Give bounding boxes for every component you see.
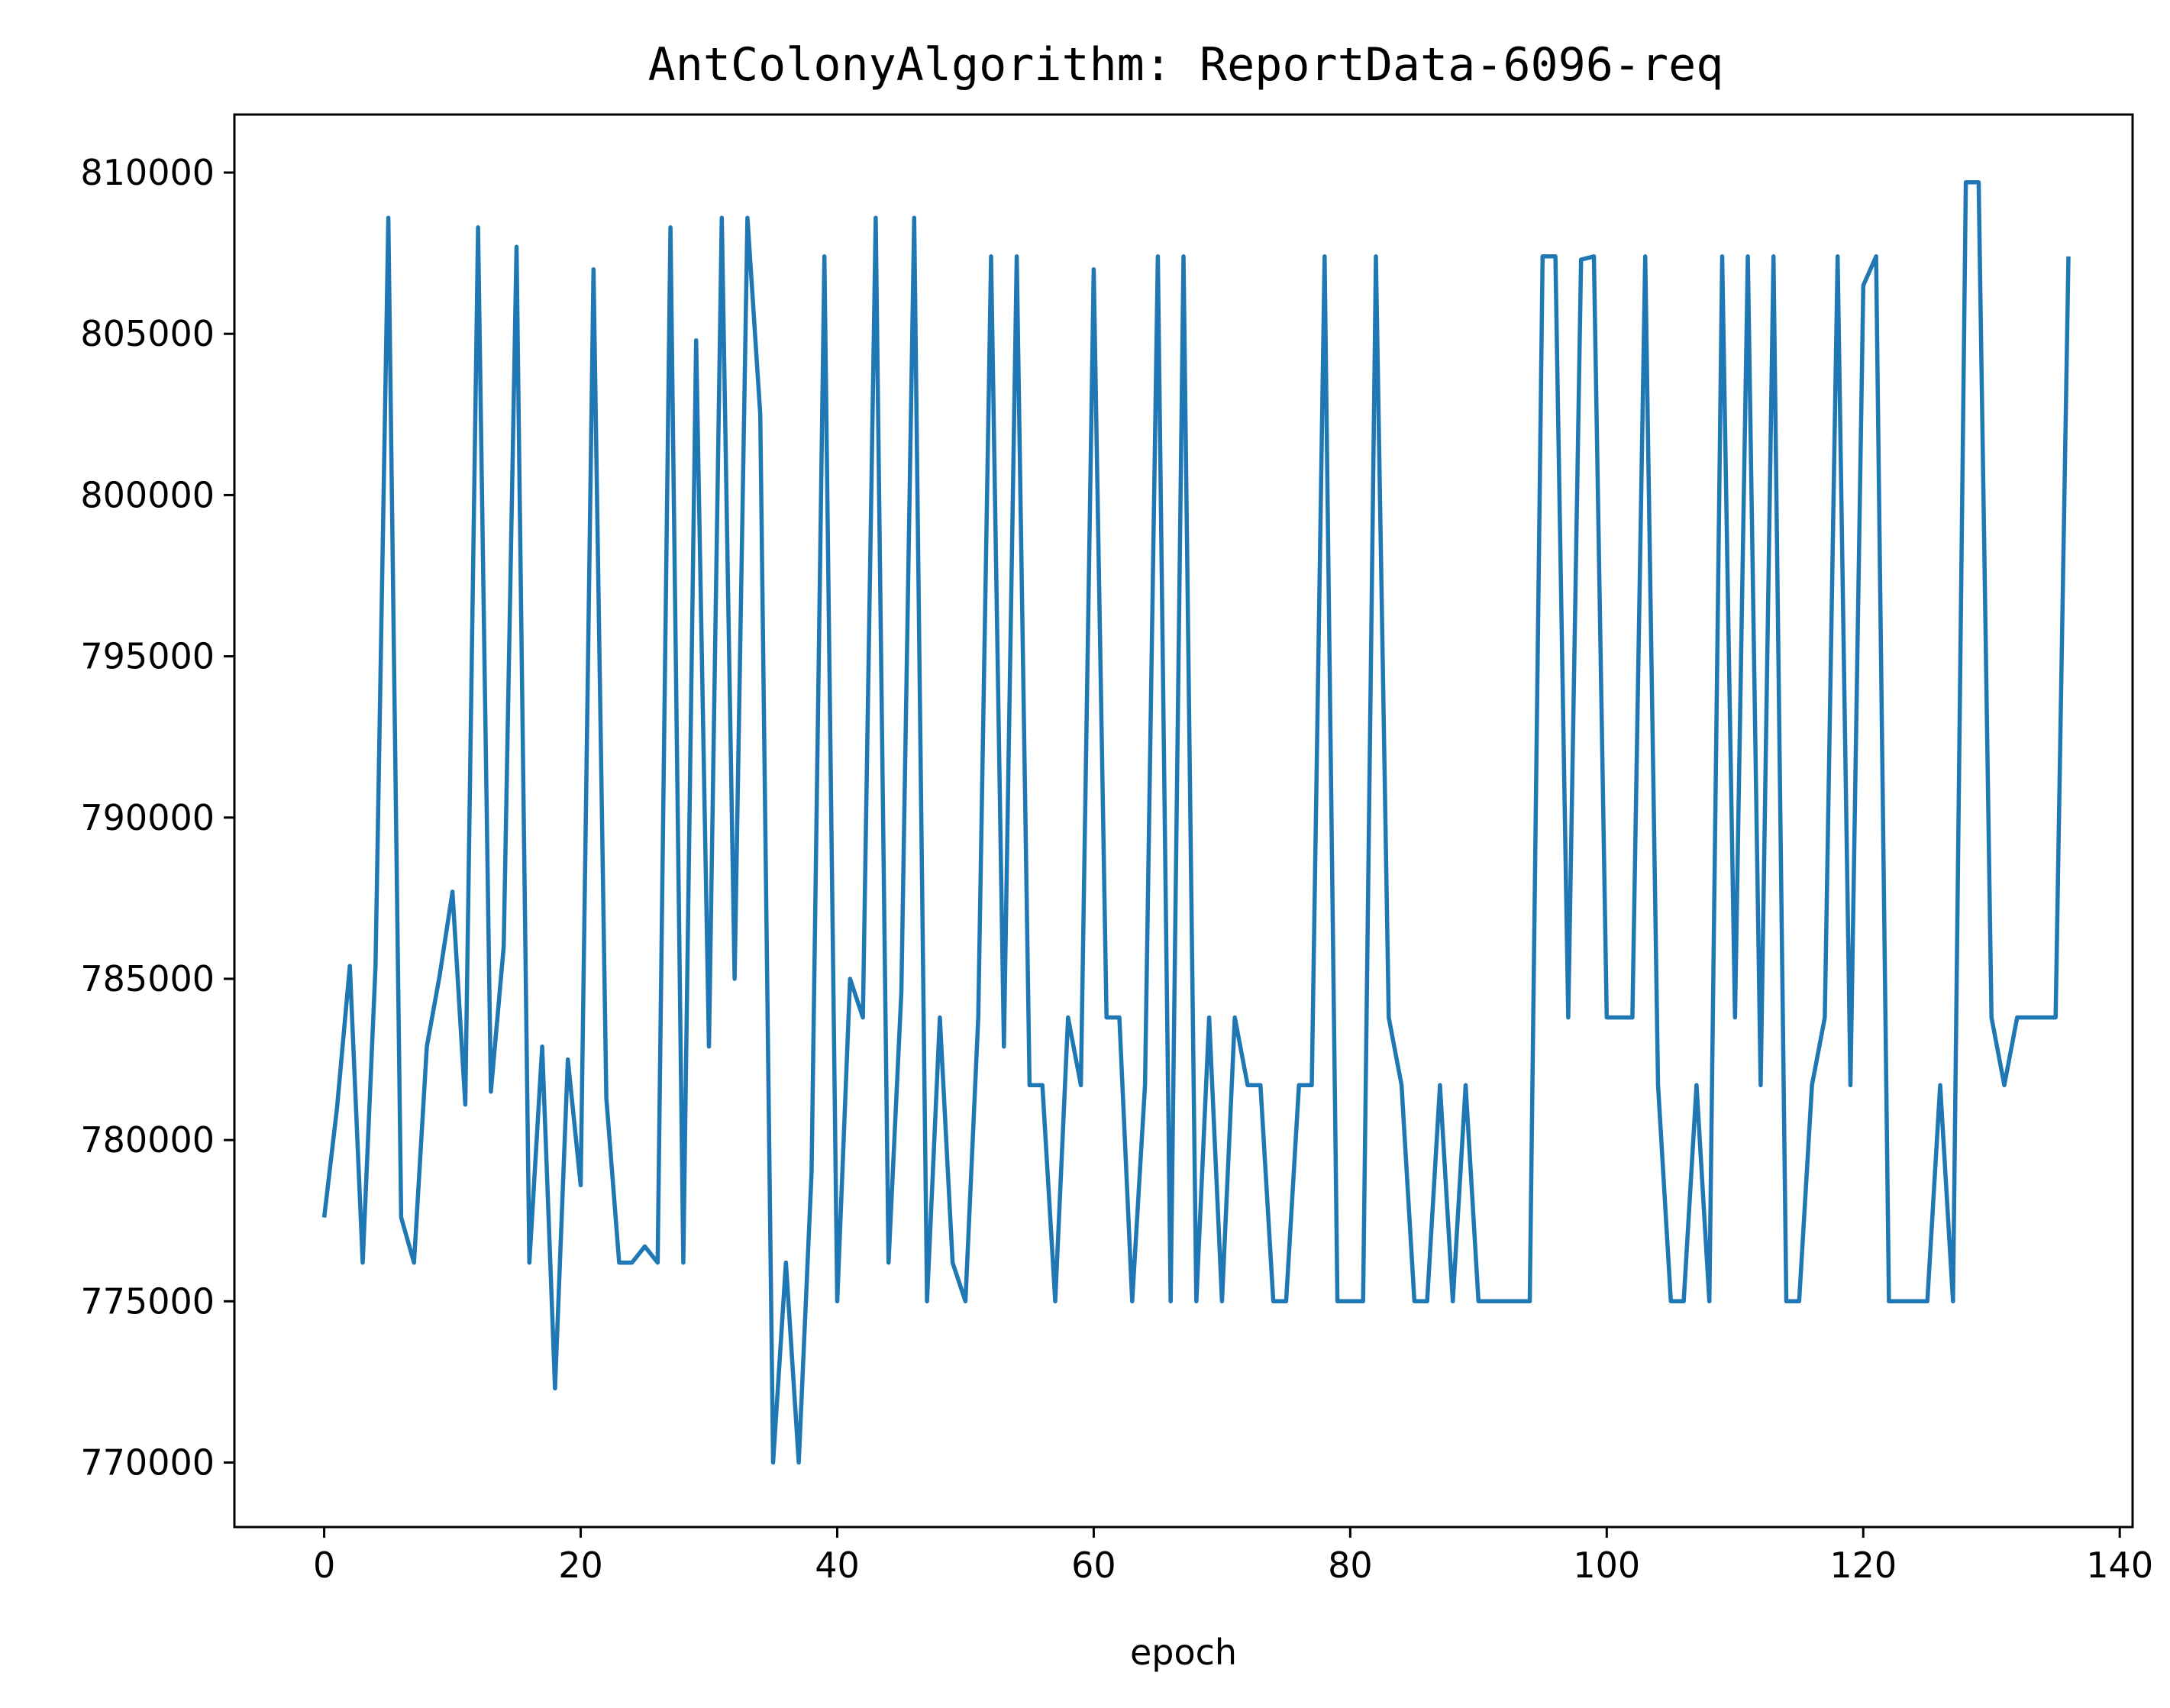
y-tick-label: 770000 bbox=[80, 1442, 215, 1484]
series-layer bbox=[321, 179, 2071, 1465]
plot-area-frame bbox=[233, 113, 2134, 1529]
y-tick-label: 795000 bbox=[80, 636, 215, 677]
y-tick-label: 810000 bbox=[80, 152, 215, 193]
x-tick-label: 120 bbox=[1829, 1545, 1897, 1586]
y-tick-label: 800000 bbox=[80, 474, 215, 515]
x-tick-label: 40 bbox=[815, 1545, 860, 1586]
series-line bbox=[321, 179, 2071, 1465]
x-tick-label: 20 bbox=[558, 1545, 603, 1586]
x-tick-label: 100 bbox=[1573, 1545, 1640, 1586]
y-tick-label: 805000 bbox=[80, 313, 215, 354]
x-axis-label: epoch bbox=[1130, 1632, 1237, 1673]
y-tick-label: 785000 bbox=[80, 958, 215, 999]
chart-title: AntColonyAlgorithm: ReportData-6096-req bbox=[648, 38, 1724, 92]
x-tick-label: 80 bbox=[1328, 1545, 1373, 1586]
y-tick-label: 775000 bbox=[80, 1280, 215, 1322]
x-tick-label: 60 bbox=[1071, 1545, 1116, 1586]
y-tick-label: 790000 bbox=[80, 797, 215, 838]
y-tick-label: 780000 bbox=[80, 1119, 215, 1161]
x-tick-label: 140 bbox=[2086, 1545, 2153, 1586]
axis-ticks: 0 20 40 60 80 100 120 140 770000 775000 780000 7850… bbox=[80, 152, 2153, 1586]
x-tick-label: 0 bbox=[313, 1545, 335, 1586]
